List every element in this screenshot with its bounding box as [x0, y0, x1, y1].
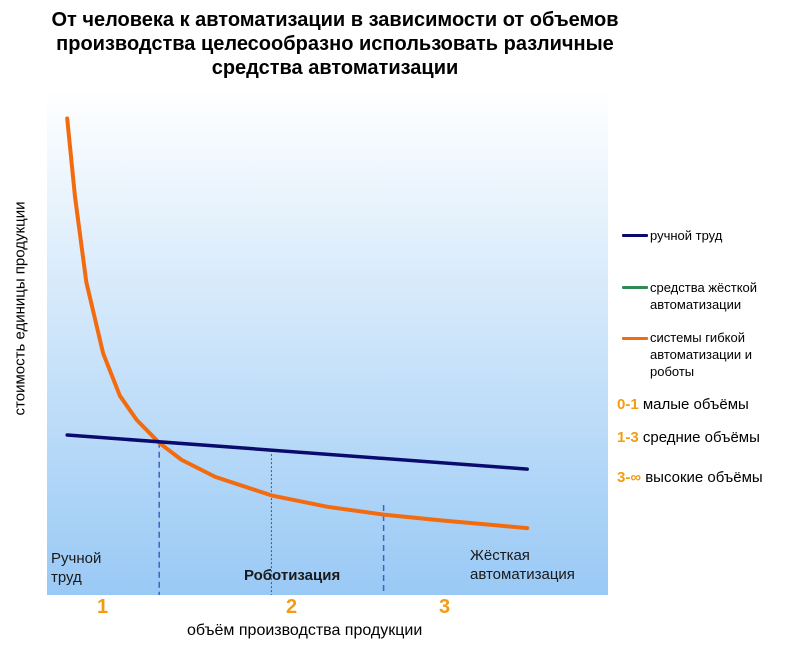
chart-title: От человека к автоматизации в зависимост…: [0, 8, 670, 80]
zone-robotization-label: Роботизация: [244, 567, 341, 584]
legend-swatch-manual: [622, 234, 648, 237]
legend-hard-line-2: автоматизации: [650, 297, 742, 312]
volume-text-medium: средние объёмы: [642, 429, 760, 446]
volume-note-small: 0-1 малые объёмы: [617, 396, 749, 413]
zone-hard-automation-label: Жёсткая автоматизация: [470, 546, 575, 584]
volume-note-high: 3-∞ высокие объёмы: [617, 469, 763, 486]
legend-flex-line-3: роботы: [650, 364, 695, 379]
volume-note-medium: 1-3 средние объёмы: [617, 429, 760, 446]
volume-text-small: малые объёмы: [642, 396, 749, 413]
vertical-guides: [158, 441, 385, 595]
title-line-1: От человека к автоматизации в зависимост…: [51, 9, 619, 31]
volume-text-high: высокие объёмы: [645, 469, 763, 486]
legend-label-hard: средства жёсткой автоматизации: [650, 279, 790, 313]
legend-label-flexible: системы гибкой автоматизации и роботы: [650, 329, 790, 380]
zone-hard-line-2: автоматизация: [470, 566, 575, 583]
volume-range-medium: 1-3: [617, 429, 639, 446]
series-lines: [65, 116, 530, 531]
x-tick-1: 1: [97, 596, 109, 618]
legend-swatch-flexible: [622, 337, 648, 340]
legend-label-manual: ручной труд: [650, 227, 790, 244]
x-tick-3: 3: [439, 596, 451, 618]
title-line-2: производства целесообразно использовать …: [56, 33, 614, 55]
legend-manual-line-1: ручной труд: [650, 228, 723, 243]
zone-manual-line-1: Ручной: [51, 550, 102, 567]
series-line-0: [65, 433, 529, 471]
zone-hard-line-1: Жёсткая: [470, 547, 530, 564]
volume-range-high: 3-∞: [617, 469, 642, 486]
plot-background: [47, 90, 608, 595]
y-axis-label: стоимость единицы продукции: [11, 201, 29, 416]
series-line-2: [65, 116, 530, 531]
legend-hard-line-1: средства жёсткой: [650, 280, 758, 295]
legend-swatch-hard: [622, 286, 648, 289]
zone-manual-line-2: труд: [51, 569, 82, 586]
volume-range-small: 0-1: [617, 396, 639, 413]
legend-flex-line-2: автоматизации и: [650, 347, 753, 362]
zone-manual-label: Ручной труд: [51, 549, 101, 587]
title-line-3: средства автоматизации: [211, 57, 459, 79]
x-axis-label: объём производства продукции: [187, 622, 423, 639]
x-tick-2: 2: [286, 596, 298, 618]
legend-flex-line-1: системы гибкой: [650, 330, 745, 345]
